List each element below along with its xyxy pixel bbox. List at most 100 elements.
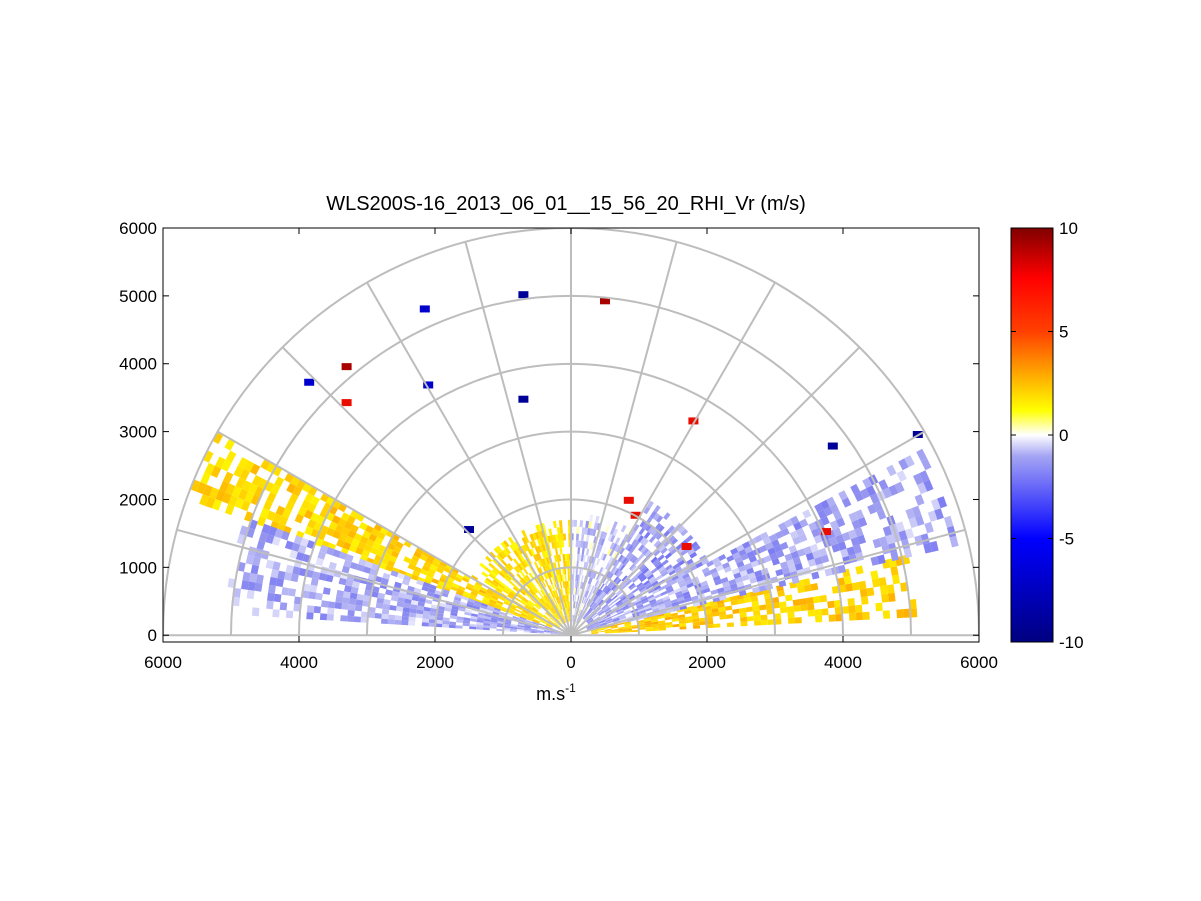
data-cell: [483, 622, 491, 626]
data-cell: [744, 562, 753, 570]
data-cell: [517, 623, 525, 627]
data-cell: [632, 629, 639, 632]
data-cell: [599, 583, 605, 590]
data-cell: [371, 528, 380, 537]
data-cell: [564, 601, 567, 609]
data-cell: [654, 593, 662, 599]
data-cell: [576, 588, 579, 595]
data-cell: [483, 620, 491, 624]
data-cell: [269, 576, 278, 586]
data-cell: [651, 619, 659, 623]
data-cell: [530, 626, 538, 629]
data-cell: [580, 603, 584, 610]
data-cell: [575, 601, 578, 609]
data-cell: [495, 587, 503, 593]
data-cell: [196, 482, 207, 495]
data-cell: [806, 597, 814, 605]
data-cell: [539, 559, 545, 567]
data-cell: [862, 477, 873, 489]
data-cell: [388, 614, 396, 620]
data-cell: [607, 548, 612, 556]
data-cell: [604, 615, 612, 620]
data-cell: [492, 611, 500, 616]
data-cell: [535, 524, 541, 532]
data-cell: [530, 628, 538, 631]
data-cell: [304, 526, 314, 536]
data-cell: [527, 602, 534, 608]
data-cell: [503, 625, 511, 629]
data-cell: [878, 577, 887, 587]
data-cell: [610, 534, 616, 543]
data-cell: [798, 533, 808, 543]
data-cell: [522, 577, 529, 584]
data-cell: [572, 615, 574, 622]
data-cell: [937, 496, 948, 509]
data-cell: [353, 532, 363, 542]
data-cell: [545, 594, 550, 602]
data-cell: [540, 574, 545, 581]
data-cell: [500, 608, 508, 613]
data-cell: [528, 589, 535, 596]
data-cell: [567, 574, 570, 581]
data-cell: [433, 593, 441, 599]
data-cell: [558, 540, 562, 548]
data-cell: [556, 604, 560, 611]
data-cell: [545, 571, 550, 579]
data-cell: [598, 630, 605, 633]
data-cell: [702, 587, 711, 594]
data-cell: [513, 566, 520, 574]
data-cell: [758, 585, 767, 592]
data-cell: [280, 530, 290, 541]
data-cell: [598, 618, 605, 623]
data-cell: [315, 592, 323, 601]
data-cell: [811, 571, 820, 580]
data-cell: [705, 612, 713, 618]
data-cell: [540, 589, 546, 597]
data-cell: [726, 622, 734, 627]
data-cell: [607, 580, 613, 588]
data-cell: [585, 616, 592, 622]
data-cell: [545, 612, 551, 618]
data-cell: [630, 575, 638, 582]
x-tick-label: 4000: [824, 653, 862, 672]
data-cell: [611, 613, 618, 618]
data-cell: [575, 616, 579, 623]
isolated-gate-10: [518, 395, 529, 403]
data-cell: [266, 600, 274, 610]
data-cell: [610, 625, 618, 628]
data-cell: [908, 517, 918, 529]
data-cell: [319, 544, 329, 554]
data-cell: [586, 555, 590, 563]
data-cell: [605, 570, 611, 578]
data-cell: [573, 622, 577, 629]
data-cell: [268, 584, 276, 594]
data-cell: [732, 551, 741, 560]
spoke-30deg: [570, 430, 925, 637]
data-cell: [854, 509, 865, 520]
data-cell: [718, 606, 726, 612]
data-cell: [604, 587, 610, 594]
data-cell: [487, 605, 495, 610]
isolated-gate-9: [423, 381, 434, 389]
data-cell: [583, 605, 588, 612]
data-cell: [638, 627, 646, 630]
data-cell: [530, 609, 537, 614]
data-cell: [879, 585, 888, 595]
data-cell: [272, 561, 281, 571]
data-cell: [537, 632, 544, 634]
data-cell: [598, 600, 605, 606]
data-cell: [491, 615, 499, 620]
data-cell: [646, 614, 654, 618]
data-cell: [486, 589, 494, 596]
data-cell: [793, 521, 803, 531]
data-cell: [779, 601, 787, 608]
data-cell: [582, 613, 588, 619]
data-cell: [703, 570, 712, 577]
data-cell: [579, 561, 583, 569]
data-cell: [190, 479, 201, 492]
data-cell: [527, 601, 534, 607]
data-cell: [826, 496, 836, 507]
data-cell: [342, 541, 352, 551]
